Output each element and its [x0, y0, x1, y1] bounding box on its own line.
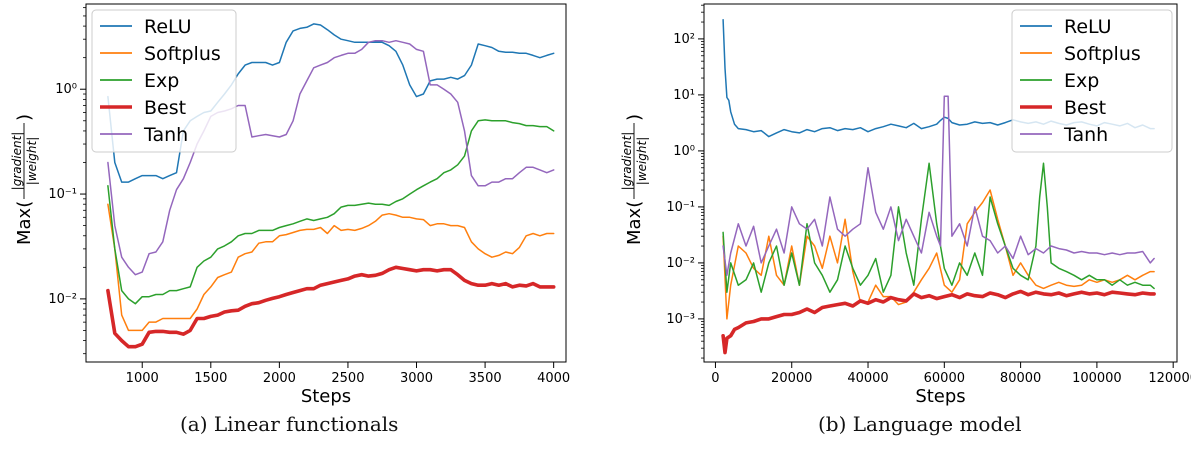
legend-label-exp: Exp: [144, 70, 179, 92]
x-tick-label: 4000: [537, 371, 570, 386]
y-label-max: Max(: [14, 201, 35, 245]
legend: ReLU Softplus Exp Best Tanh: [91, 9, 237, 153]
x-tick-label: 2500: [331, 371, 364, 386]
series-line-best: [106, 265, 556, 349]
plot-frame: [85, 3, 567, 363]
y-tick-label: 10⁻³: [666, 312, 695, 327]
caption-language-model: (b) Language model: [818, 412, 1022, 436]
series-line-softplus: [722, 189, 1155, 320]
series-line-tanh: [107, 39, 555, 276]
x-tick-label: 1000: [126, 371, 159, 386]
legend-box: [1011, 9, 1173, 153]
y-tick-label: 10⁻¹: [666, 200, 695, 215]
y-label-numerator: |gradient|: [10, 132, 24, 191]
y-tick-label: 10⁰: [673, 144, 695, 159]
y-tick-label: 10⁻²: [666, 256, 695, 271]
legend: ReLU Softplus Exp Best Tanh: [1011, 9, 1173, 153]
y-label-close: ): [14, 114, 35, 121]
legend-label-tanh: Tanh: [143, 124, 188, 146]
x-tick-label: 3500: [469, 371, 502, 386]
x-tick-label: 120000: [1148, 371, 1191, 386]
x-axis-label: Steps: [915, 386, 965, 407]
legend-label-softplus: Softplus: [144, 43, 221, 65]
x-tick-label: 80000: [1000, 371, 1041, 386]
y-label-numerator: |gradient|: [620, 132, 634, 191]
x-tick-label: 100000: [1072, 371, 1122, 386]
y-tick-label: 10²: [673, 32, 695, 47]
y-axis-label: Max( |gradient| |weight|): [10, 114, 39, 245]
legend-label-relu: ReLU: [1064, 16, 1112, 38]
x-tick-label: 40000: [847, 371, 888, 386]
legend-label-tanh: Tanh: [1063, 124, 1108, 146]
legend-label-softplus: Softplus: [1064, 43, 1141, 65]
y-label-close: ): [624, 114, 645, 121]
y-tick-label: 10⁰: [55, 82, 77, 97]
x-tick-label: 20000: [771, 371, 812, 386]
series-group: [721, 18, 1156, 355]
legend-label-best: Best: [144, 97, 186, 119]
y-label-max: Max(: [624, 201, 645, 245]
x-tick-label: 0: [711, 371, 719, 386]
y-label-denominator: |weight|: [635, 137, 649, 186]
caption-linear-functionals: (a) Linear functionals: [180, 412, 399, 436]
y-label-denominator: |weight|: [25, 137, 39, 186]
legend-label-exp: Exp: [1064, 70, 1099, 92]
series-line-exp: [107, 119, 555, 305]
series-line-exp: [722, 162, 1155, 293]
x-tick-label: 60000: [924, 371, 965, 386]
legend-label-relu: ReLU: [144, 16, 192, 38]
x-axis-label: Steps: [301, 386, 351, 407]
chart-panel-1: 10⁻³ 10⁻² 10⁻¹ 10⁰ 10¹ 10² 0 20000 40000 60000 800…: [620, 3, 1191, 407]
y-tick-label: 10¹: [673, 88, 695, 103]
x-tick-label: 3000: [400, 371, 433, 386]
legend-label-best: Best: [1064, 97, 1106, 119]
y-tick-label: 10⁻¹: [48, 187, 77, 202]
legend-box: [91, 9, 237, 153]
series-line-tanh: [722, 95, 1155, 277]
plot-frame: [703, 3, 1178, 363]
x-tick-label: 2000: [263, 371, 296, 386]
x-tick-label: 1500: [194, 371, 227, 386]
chart-panel-0: 10⁻² 10⁻¹ 10⁰ 1000 1500 2000 2500 3000 3500 4000 S…: [10, 3, 570, 407]
series-line-softplus: [107, 203, 555, 332]
series-line-best: [721, 289, 1156, 355]
y-axis-label: Max( |gradient| |weight|): [620, 114, 649, 245]
y-tick-label: 10⁻²: [48, 292, 77, 307]
